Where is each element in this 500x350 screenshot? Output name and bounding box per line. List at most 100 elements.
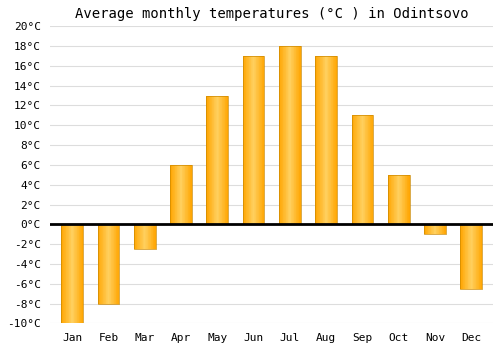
Bar [445,224,446,234]
Bar [118,224,120,303]
Bar [253,56,254,224]
Bar [182,165,183,224]
Bar [172,165,173,224]
Bar [138,224,139,249]
Bar [292,46,293,224]
Bar [144,224,146,249]
Bar [148,224,149,249]
Bar [252,56,253,224]
Bar [443,224,444,234]
Bar [316,56,318,224]
Bar [284,46,285,224]
Bar [210,96,211,224]
Bar [211,96,212,224]
Bar [466,224,467,289]
Bar [73,224,74,323]
Bar [67,224,68,323]
Bar [176,165,178,224]
Bar [460,224,461,289]
Bar [442,224,443,234]
Bar [223,96,224,224]
Bar [289,46,290,224]
Bar [476,224,477,289]
Bar [221,96,222,224]
Bar [470,224,472,289]
Bar [326,56,327,224]
Bar [117,224,118,303]
Bar [287,46,288,224]
Bar [425,224,426,234]
Bar [244,56,245,224]
Bar [427,224,428,234]
Bar [222,96,223,224]
Bar [226,96,228,224]
Bar [213,96,214,224]
Bar [102,224,104,303]
Bar [78,224,80,323]
Bar [280,46,281,224]
Bar [179,165,180,224]
Bar [224,96,226,224]
Bar [469,224,470,289]
Bar [370,116,371,224]
Bar [402,175,403,224]
Bar [257,56,258,224]
Bar [212,96,213,224]
Bar [465,224,466,289]
Bar [331,56,332,224]
Bar [329,56,330,224]
Bar [474,224,475,289]
Bar [290,46,292,224]
Bar [327,56,328,224]
Bar [296,46,297,224]
Bar [208,96,210,224]
Bar [181,165,182,224]
Bar [279,46,301,224]
Bar [262,56,263,224]
Bar [206,96,228,224]
Bar [388,175,390,224]
Bar [359,116,360,224]
Bar [134,224,156,249]
Bar [188,165,189,224]
Bar [355,116,356,224]
Bar [440,224,441,234]
Bar [104,224,105,303]
Bar [134,224,136,249]
Bar [256,56,257,224]
Bar [66,224,67,323]
Bar [115,224,116,303]
Bar [170,165,192,224]
Bar [318,56,319,224]
Bar [335,56,336,224]
Bar [255,56,256,224]
Bar [401,175,402,224]
Bar [191,165,192,224]
Bar [76,224,78,323]
Bar [206,96,207,224]
Bar [72,224,73,323]
Bar [106,224,107,303]
Bar [247,56,248,224]
Bar [394,175,395,224]
Bar [432,224,433,234]
Bar [336,56,337,224]
Bar [114,224,115,303]
Bar [297,46,298,224]
Bar [74,224,75,323]
Bar [173,165,174,224]
Bar [362,116,363,224]
Bar [424,224,425,234]
Bar [75,224,76,323]
Bar [149,224,150,249]
Bar [478,224,480,289]
Bar [98,224,99,303]
Bar [108,224,109,303]
Bar [360,116,361,224]
Bar [81,224,82,323]
Bar [388,175,409,224]
Bar [254,56,255,224]
Bar [332,56,334,224]
Bar [147,224,148,249]
Bar [82,224,83,323]
